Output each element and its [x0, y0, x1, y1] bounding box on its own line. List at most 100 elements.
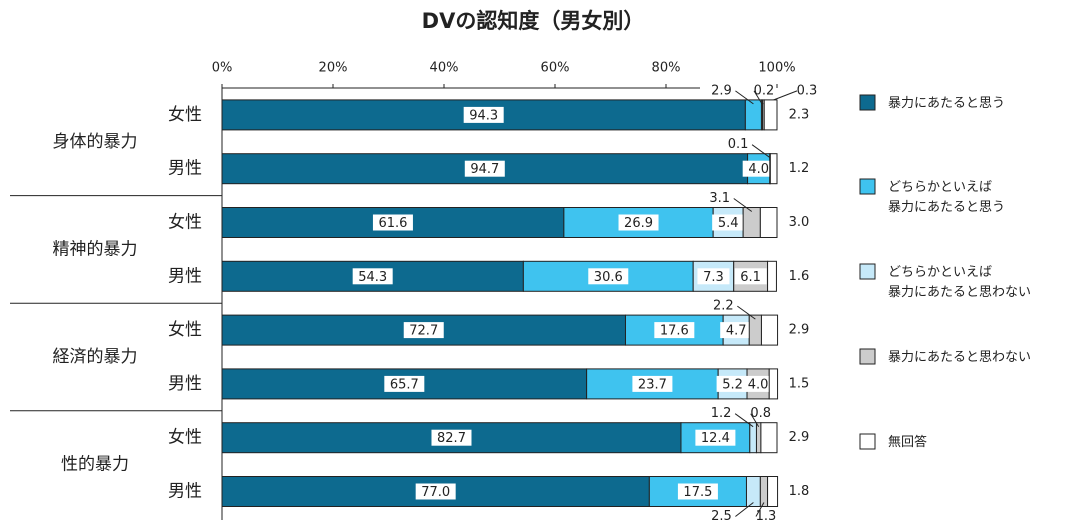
group-label: 精神的暴力 — [53, 239, 138, 259]
value-label: 94.3 — [469, 108, 498, 123]
value-label: 1.5 — [789, 376, 810, 391]
legend-label: 無回答 — [888, 434, 927, 450]
bar-segment — [648, 476, 747, 507]
value-label-box — [463, 106, 504, 123]
x-tick-label: 80% — [652, 61, 681, 76]
row-label: 女性 — [168, 428, 202, 448]
leader-line — [737, 305, 756, 320]
legend-swatch — [859, 178, 876, 195]
value-label-box — [734, 268, 767, 285]
leader-line — [753, 90, 763, 105]
row-label: 女性 — [168, 320, 202, 340]
row-label: 男性 — [168, 374, 202, 394]
value-label-box — [697, 268, 730, 285]
legend-swatch — [859, 263, 876, 280]
x-tick-label: 40% — [430, 61, 459, 76]
value-label: 4.0 — [748, 377, 769, 392]
value-label-box — [384, 375, 425, 392]
row-label: 女性 — [168, 213, 202, 233]
row-label: 男性 — [168, 159, 202, 179]
legend-line: 暴力にあたると思わない — [888, 285, 1031, 300]
value-label: 12.4 — [701, 431, 730, 446]
value-label: 26.9 — [624, 216, 653, 231]
leader-line — [735, 90, 754, 105]
value-label-box — [742, 375, 775, 392]
leader-line — [750, 413, 760, 427]
value-label-box — [372, 214, 413, 231]
value-label-box — [677, 483, 718, 500]
value-label: 2.5 — [711, 509, 732, 524]
bar-segment — [769, 153, 778, 185]
value-label: 3.0 — [789, 215, 810, 230]
value-label-box — [695, 429, 736, 446]
value-label-box — [712, 214, 745, 231]
legend-line: 暴力にあたると思う — [888, 96, 1005, 111]
bar-segment — [763, 99, 778, 131]
value-label-box — [415, 483, 456, 500]
x-tick-label: 20% — [319, 61, 348, 76]
legend-swatch — [859, 433, 876, 450]
bar-segment — [680, 422, 751, 454]
bar-segment — [755, 422, 762, 454]
value-label: 30.6 — [594, 270, 623, 285]
row-label: 男性 — [168, 266, 202, 286]
value-label-box — [588, 268, 629, 285]
legend-swatch — [859, 348, 876, 365]
bar-segment — [759, 476, 769, 507]
bar-segment — [749, 422, 757, 454]
value-label: 72.7 — [409, 324, 438, 339]
row-label: 男性 — [168, 482, 202, 502]
value-label: 82.7 — [437, 431, 466, 446]
bar-segment — [742, 207, 761, 238]
value-label: 23.7 — [638, 377, 667, 392]
value-label-box — [464, 160, 505, 177]
value-label: 5.4 — [718, 216, 739, 231]
value-label: 17.5 — [683, 485, 712, 500]
value-label: 4.0 — [748, 162, 769, 177]
value-label: 1.8 — [789, 484, 810, 499]
bar-segment — [563, 207, 714, 238]
value-label: 5.2 — [722, 377, 743, 392]
value-label: 17.6 — [660, 324, 689, 339]
value-label: 0.2 — [754, 83, 775, 98]
leader-line — [735, 502, 754, 517]
group-label: 身体的暴力 — [53, 132, 138, 152]
bar-segment — [760, 314, 779, 346]
group-label: 性的暴力 — [61, 455, 129, 475]
legend-line: 無回答 — [888, 434, 927, 450]
x-tick-label: 100% — [758, 61, 795, 76]
value-label: 2.3 — [789, 107, 810, 122]
value-label-box — [720, 322, 753, 339]
value-label-box — [352, 268, 393, 285]
bar-segment — [744, 99, 762, 131]
value-label: 65.7 — [390, 377, 419, 392]
value-label-box — [742, 160, 775, 177]
legend-label: 暴力にあたると思う — [888, 96, 1005, 111]
value-label: 2.9 — [789, 323, 810, 338]
value-label: 7.3 — [703, 270, 724, 285]
value-label: 0.3 — [797, 83, 818, 98]
leader-line — [755, 502, 765, 517]
legend-swatch — [859, 94, 876, 111]
bar-segment — [767, 476, 779, 507]
value-label: 61.6 — [378, 216, 407, 231]
bar-segment — [768, 368, 779, 400]
x-tick-label: 60% — [541, 61, 570, 76]
value-label: 2.9 — [711, 83, 732, 98]
leader-line — [733, 198, 753, 212]
group-label: 経済的暴力 — [53, 347, 138, 367]
value-label: 1.3 — [756, 509, 777, 524]
value-label: 77.0 — [421, 485, 450, 500]
x-tick-label: 0% — [212, 61, 233, 76]
bar-segment — [745, 476, 761, 507]
bar-segment — [767, 260, 777, 292]
legend-line: どちらかといえば — [888, 180, 992, 195]
value-label: 6.1 — [740, 270, 761, 285]
value-label: 0.8 — [750, 406, 771, 421]
leader-line — [751, 144, 771, 159]
legend-line: 暴力にあたると思う — [888, 200, 1005, 215]
value-label-box — [618, 214, 659, 231]
legend-line: どちらかといえば — [888, 265, 992, 280]
legend-line: 暴力にあたると思わない — [888, 350, 1031, 365]
value-label: 54.3 — [358, 270, 387, 285]
